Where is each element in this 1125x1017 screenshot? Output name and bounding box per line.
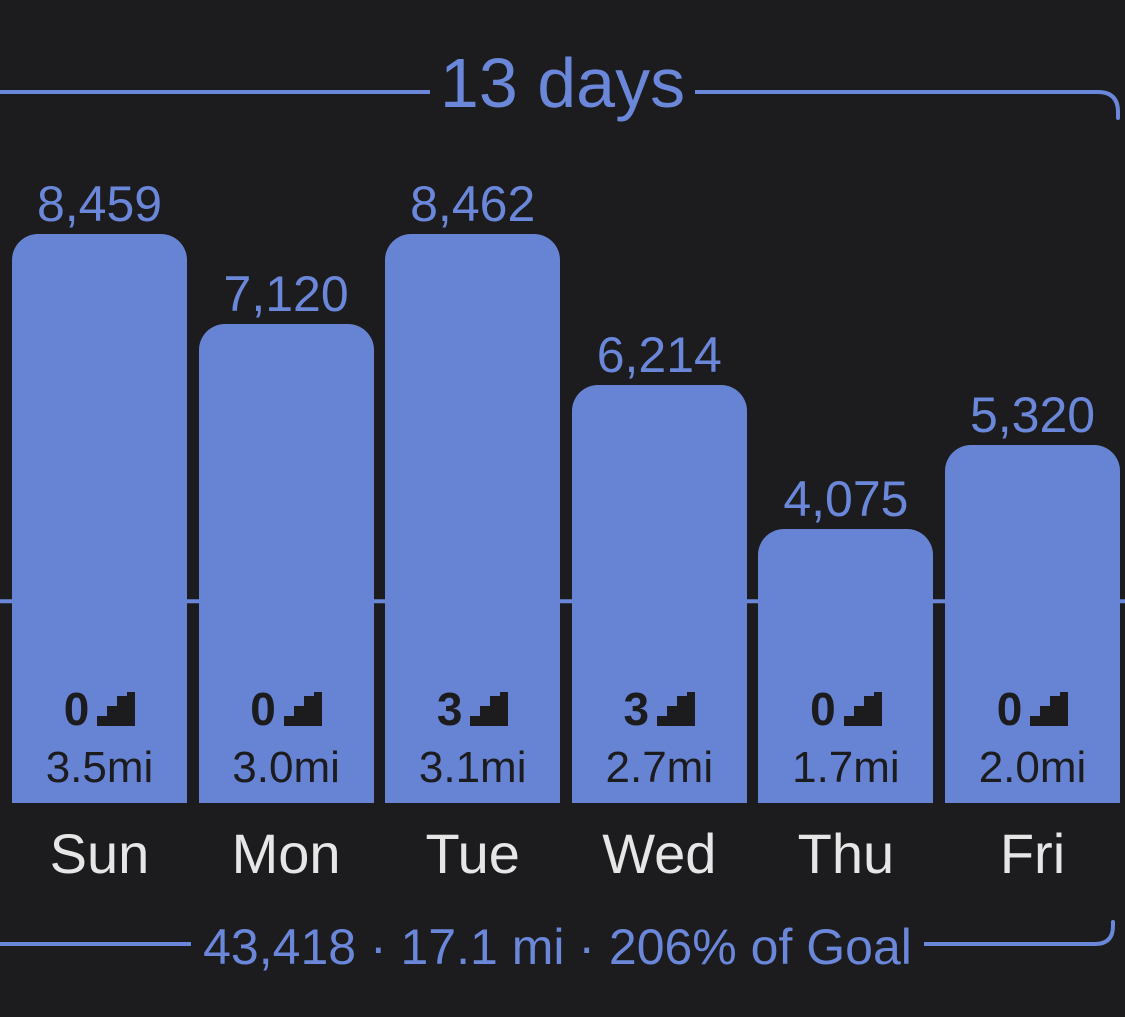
flights-value: 0	[810, 683, 836, 735]
flights-climbed: 3	[572, 686, 747, 732]
distance-value: 3.1mi	[418, 743, 527, 792]
stairs-icon	[657, 692, 696, 726]
period-label: 13 days	[429, 44, 696, 122]
bar-fri[interactable]	[945, 445, 1120, 803]
day-label: Mon	[231, 822, 341, 885]
value-label: 7,120	[223, 266, 349, 323]
day-label: Tue	[425, 822, 520, 885]
flights-value: 0	[250, 683, 276, 735]
value-label: 8,459	[36, 176, 163, 233]
day-label: Wed	[602, 822, 717, 885]
stairs-icon	[843, 692, 882, 726]
flights-climbed: 0	[199, 686, 374, 732]
bar-column-tue[interactable]: 8,462 3 3.1mi Tue	[385, 0, 561, 1017]
day-label: Sun	[49, 822, 150, 885]
summary-text: 43,418 · 17.1 mi · 206% of Goal	[191, 919, 924, 975]
stairs-icon	[283, 692, 322, 726]
summary-line: 43,418 · 17.1 mi · 206% of Goal	[0, 919, 1115, 975]
flights-value: 3	[623, 683, 650, 735]
day-label: Fri	[999, 822, 1066, 885]
distance-value: 3.5mi	[45, 743, 154, 792]
bar-wed[interactable]	[571, 385, 747, 803]
flights-value: 3	[436, 683, 463, 735]
stairs-icon	[1030, 692, 1069, 726]
bar-column-wed[interactable]: 6,214 3 2.7mi Wed	[571, 0, 747, 1017]
flights-climbed: 3	[385, 686, 560, 732]
bar-column-thu[interactable]: 4,075 0 1.7mi Thu	[758, 0, 934, 1017]
value-label: 6,214	[596, 327, 722, 384]
bar-column-mon[interactable]: 7,120 0 3.0mi Mon	[198, 0, 374, 1017]
flights-value: 0	[996, 683, 1023, 735]
flights-climbed: 0	[758, 686, 933, 732]
bar-column-fri[interactable]: 5,320 0 2.0mi Fri	[945, 0, 1120, 1017]
bar-sun[interactable]	[12, 234, 187, 803]
bottom-bracket-line	[0, 920, 1115, 946]
stairs-icon	[470, 692, 509, 726]
value-label: 5,320	[969, 387, 1096, 444]
distance-value: 1.7mi	[792, 743, 900, 792]
distance-value: 2.0mi	[978, 743, 1087, 792]
flights-value: 0	[63, 683, 90, 735]
distance-value: 2.7mi	[605, 743, 714, 792]
value-label: 8,462	[410, 176, 536, 232]
day-label: Thu	[797, 822, 895, 885]
flights-climbed: 0	[945, 686, 1120, 732]
stairs-icon	[97, 692, 136, 726]
bar-tue[interactable]	[385, 234, 561, 803]
bar-thu[interactable]	[758, 529, 934, 803]
top-bracket-line	[0, 90, 1120, 120]
value-label: 4,075	[783, 470, 909, 527]
flights-climbed: 0	[12, 686, 187, 732]
bar-column-sun[interactable]: 8,459 0 3.5mi Sun	[12, 0, 187, 1017]
period-title: 13 days	[0, 44, 1125, 122]
distance-value: 3.0mi	[232, 743, 340, 792]
